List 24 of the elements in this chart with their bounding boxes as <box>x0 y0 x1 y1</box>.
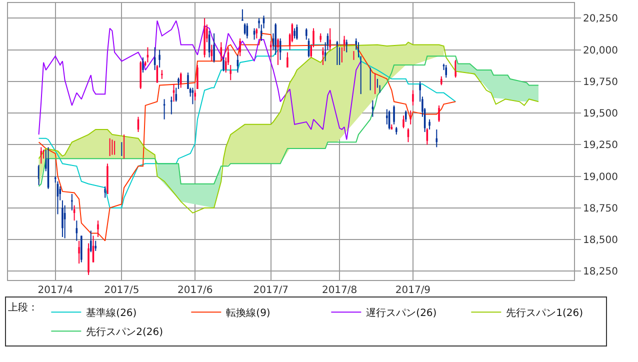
legend-label: 基準線(26) <box>86 307 137 320</box>
y-tick-label: 19,750 <box>583 76 618 88</box>
y-tick-label: 18,500 <box>583 235 618 246</box>
line-series <box>38 42 539 214</box>
legend-label: 先行スパン2(26) <box>86 326 164 338</box>
legend-title: 上段： <box>8 302 38 314</box>
line-series <box>38 56 539 187</box>
y-tick-label: 18,750 <box>583 203 618 214</box>
legend-label: 先行スパン1(26) <box>506 307 584 320</box>
y-tick-label: 20,000 <box>583 45 618 56</box>
legend-label: 転換線(9) <box>226 307 270 320</box>
y-tick-label: 18,250 <box>583 266 618 278</box>
x-tick-label: 2017/6 <box>177 285 213 296</box>
y-tick-label: 19,000 <box>583 172 618 183</box>
x-tick-label: 2017/9 <box>395 285 431 296</box>
x-tick-label: 2017/4 <box>38 285 73 296</box>
y-tick-label: 20,250 <box>583 14 618 25</box>
line-series <box>38 20 362 140</box>
y-tick-label: 19,250 <box>583 140 618 152</box>
x-tick-label: 2017/5 <box>104 285 140 296</box>
x-tick-label: 2017/7 <box>253 285 288 296</box>
y-tick-label: 19,500 <box>583 108 618 120</box>
legend-label: 遅行スパン(26) <box>366 307 437 320</box>
x-tick-label: 2017/8 <box>322 285 358 296</box>
